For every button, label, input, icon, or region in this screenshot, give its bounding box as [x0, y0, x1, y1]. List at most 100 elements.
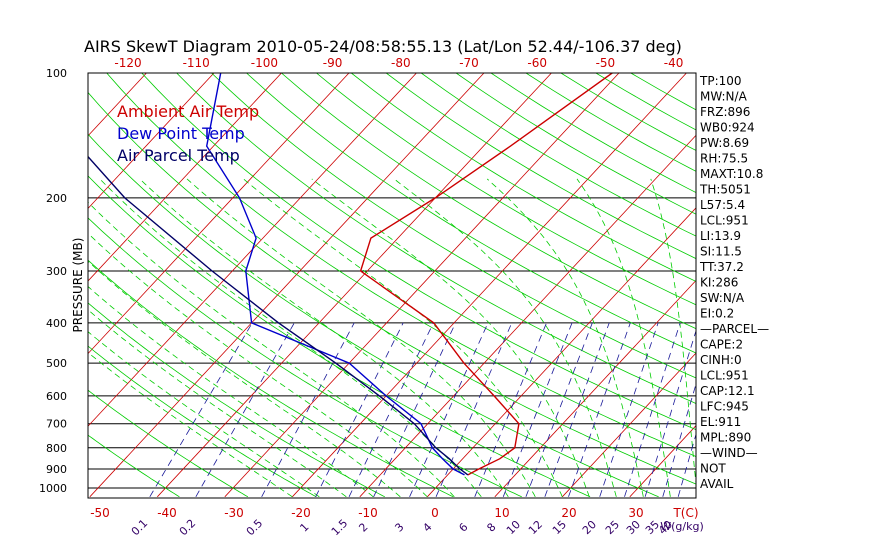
index-readout: NOT: [700, 462, 726, 476]
dry-adiabat-line: [351, 73, 696, 282]
mixing-ratio-label: 1.5: [329, 517, 351, 539]
top-temp-tick-label: -120: [114, 56, 141, 70]
moist-adiabat-line: [311, 178, 590, 497]
moist-adiabat-line: [88, 286, 374, 498]
dry-adiabat-line: [420, 73, 696, 237]
mixing-ratio-label: 20: [580, 518, 599, 537]
index-readout: CINH:0: [700, 353, 742, 367]
pressure-tick-label: 500: [46, 357, 67, 370]
index-readout: MW:N/A: [700, 90, 748, 104]
dry-adiabat-line: [106, 73, 696, 457]
top-temp-tick-label: -110: [183, 56, 210, 70]
index-readout: CAPE:2: [700, 338, 743, 352]
mixing-ratio-unit-label: W(g/kg): [660, 520, 704, 533]
pressure-tick-label: 600: [46, 390, 67, 403]
pressure-tick-label: 100: [46, 67, 67, 80]
top-temp-tick-label: -90: [323, 56, 343, 70]
dry-adiabat-line: [88, 302, 385, 498]
dry-adiabat-line: [490, 73, 696, 193]
moist-adiabat-line: [186, 178, 536, 497]
isotherm-line: [832, 73, 870, 497]
pressure-tick-label: 1000: [39, 482, 67, 495]
dry-adiabat-line: [211, 73, 696, 379]
moist-adiabat-line: [88, 201, 455, 498]
index-readout: FRZ:896: [700, 105, 750, 119]
index-readout: LCL:951: [700, 214, 749, 228]
top-temp-tick-label: -40: [664, 56, 684, 70]
bottom-temp-tick-label: 30: [628, 506, 643, 520]
parcel-temp-curve: [88, 155, 469, 476]
chart-title: AIRS SkewT Diagram 2010-05-24/08:58:55.1…: [84, 37, 682, 56]
mixing-ratio-label: 0.5: [244, 517, 266, 539]
mixing-ratio-label: 0.2: [177, 517, 199, 539]
dry-adiabat-line: [88, 217, 522, 498]
bottom-temp-tick-label: 20: [561, 506, 576, 520]
index-readout: KI:286: [700, 276, 738, 290]
dry-adiabat-line: [88, 434, 180, 498]
mixing-ratio-label: 3: [392, 520, 406, 534]
dewpoint-temp-curve: [205, 73, 465, 476]
mixing-ratio-line: [662, 382, 696, 497]
index-readout: —WIND—: [700, 446, 758, 460]
pressure-tick-label: 800: [46, 442, 67, 455]
moist-adiabat-line: [486, 178, 644, 497]
dry-adiabat-line: [385, 73, 696, 260]
bottom-temp-tick-label: 10: [494, 506, 509, 520]
mixing-ratio-label: 1: [297, 520, 311, 534]
mixing-ratio-line: [677, 432, 696, 497]
bottom-temp-tick-label: -10: [358, 506, 378, 520]
index-readout: RH:75.5: [700, 152, 748, 166]
isotherm-line: [88, 73, 350, 355]
ambient-temp-curve: [359, 73, 613, 476]
isotherm-line: [494, 279, 696, 498]
mixing-ratio-line: [644, 329, 696, 497]
bottom-temp-tick-label: 0: [431, 506, 439, 520]
isotherm-line: [562, 352, 696, 498]
top-temp-tick-label: -70: [459, 56, 479, 70]
dry-adiabat-line: [88, 133, 659, 498]
dry-adiabat-line: [246, 73, 696, 354]
index-readout: CAP:12.1: [700, 384, 755, 398]
index-readout: AVAIL: [700, 477, 734, 491]
mixing-ratio-label: 4: [420, 520, 434, 534]
mixing-ratio-line: [261, 322, 355, 497]
dry-adiabat-line: [88, 345, 317, 498]
moist-adiabat-line: [88, 260, 401, 498]
dry-adiabat-line: [281, 73, 696, 330]
isotherm-line: [157, 73, 552, 498]
mixing-ratio-line: [348, 322, 434, 497]
top-temp-tick-label: -100: [251, 56, 278, 70]
mixing-ratio-line: [544, 322, 610, 497]
x-axis-label: T(C): [672, 506, 698, 520]
isotherm-line: [0, 73, 11, 497]
pressure-tick-label: 200: [46, 192, 67, 205]
index-readout: TH:5051: [699, 183, 751, 197]
pressure-tick-label: 300: [46, 265, 67, 278]
dry-adiabat-line: [88, 175, 591, 498]
index-readout: MPL:890: [700, 431, 751, 445]
moist-adiabat-line: [88, 232, 428, 498]
mixing-ratio-label: 0.1: [129, 517, 151, 539]
legend-entry: Ambient Air Temp: [117, 102, 259, 121]
moist-adiabat-line: [88, 351, 293, 498]
index-readout: SW:N/A: [700, 291, 745, 305]
mixing-ratio-label: 30: [624, 518, 643, 537]
y-axis-label: PRESSURE (MB): [71, 238, 85, 333]
index-readout: —PARCEL—: [700, 322, 769, 336]
index-readout: PW:8.69: [700, 136, 749, 150]
dry-adiabat-line: [141, 73, 696, 431]
index-readout: LCL:951: [700, 369, 749, 383]
index-readout: EL:911: [700, 415, 741, 429]
plot-frame: [87, 72, 697, 499]
bottom-temp-tick-label: -30: [224, 506, 244, 520]
mixing-ratio-label: 2: [356, 520, 370, 534]
index-readout: SI:11.5: [700, 245, 742, 259]
pressure-tick-label: 400: [46, 317, 67, 330]
index-readout: LFC:945: [700, 400, 749, 414]
moist-adiabat-line: [99, 178, 482, 498]
moist-adiabat-line: [393, 178, 617, 497]
index-readout: TT:37.2: [699, 260, 744, 274]
moist-adiabat-line: [576, 178, 671, 497]
isotherm-line: [427, 207, 696, 498]
bottom-temp-tick-label: -50: [90, 506, 110, 520]
